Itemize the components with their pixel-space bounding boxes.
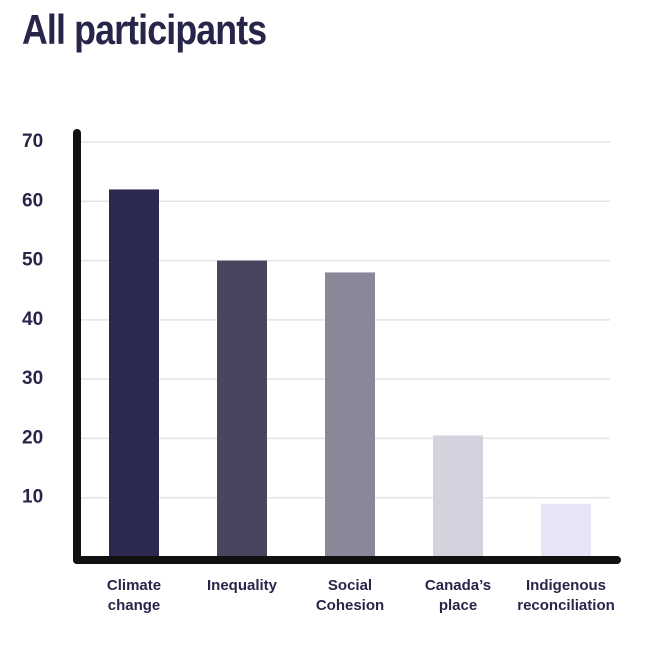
x-tick-label: Canada’s place xyxy=(424,577,492,614)
bar xyxy=(109,189,159,557)
x-tick-label: Climate change xyxy=(106,577,162,614)
y-tick-label: 50 xyxy=(22,250,43,271)
chart-title: All participants xyxy=(22,6,267,53)
bar xyxy=(217,260,267,557)
bar xyxy=(541,503,591,557)
x-tick-label: Indigenous reconciliation xyxy=(517,577,615,614)
y-tick-label: 30 xyxy=(22,368,43,389)
x-tick-label: Social Cohesion xyxy=(315,577,385,614)
bar xyxy=(433,435,483,557)
x-tick-label: Inequality xyxy=(206,577,278,594)
bar xyxy=(325,272,375,557)
y-tick-label: 40 xyxy=(22,309,43,330)
y-tick-label: 70 xyxy=(22,131,43,152)
y-tick-label: 20 xyxy=(22,427,43,448)
y-tick-label: 60 xyxy=(22,190,43,211)
y-tick-label: 10 xyxy=(22,487,43,508)
